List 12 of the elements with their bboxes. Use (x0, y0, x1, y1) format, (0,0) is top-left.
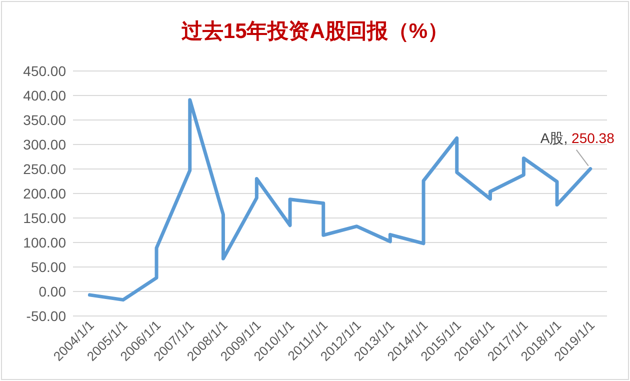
y-tick-label: 100.00 (23, 234, 66, 250)
y-tick-label: 0.00 (38, 284, 66, 300)
y-tick-label: 200.00 (23, 186, 66, 202)
y-tick-label: 300.00 (23, 136, 66, 152)
y-tick-label: -50.00 (26, 308, 66, 324)
y-tick-label: 400.00 (23, 88, 66, 104)
y-tick-label: 150.00 (23, 210, 66, 226)
y-tick-label: 250.00 (23, 161, 66, 177)
y-tick-label: 50.00 (30, 259, 66, 275)
y-tick-label: 350.00 (23, 112, 66, 128)
title: 过去15年投资A股回报（%） (181, 20, 449, 43)
y-tick-label: 450.00 (23, 63, 66, 79)
